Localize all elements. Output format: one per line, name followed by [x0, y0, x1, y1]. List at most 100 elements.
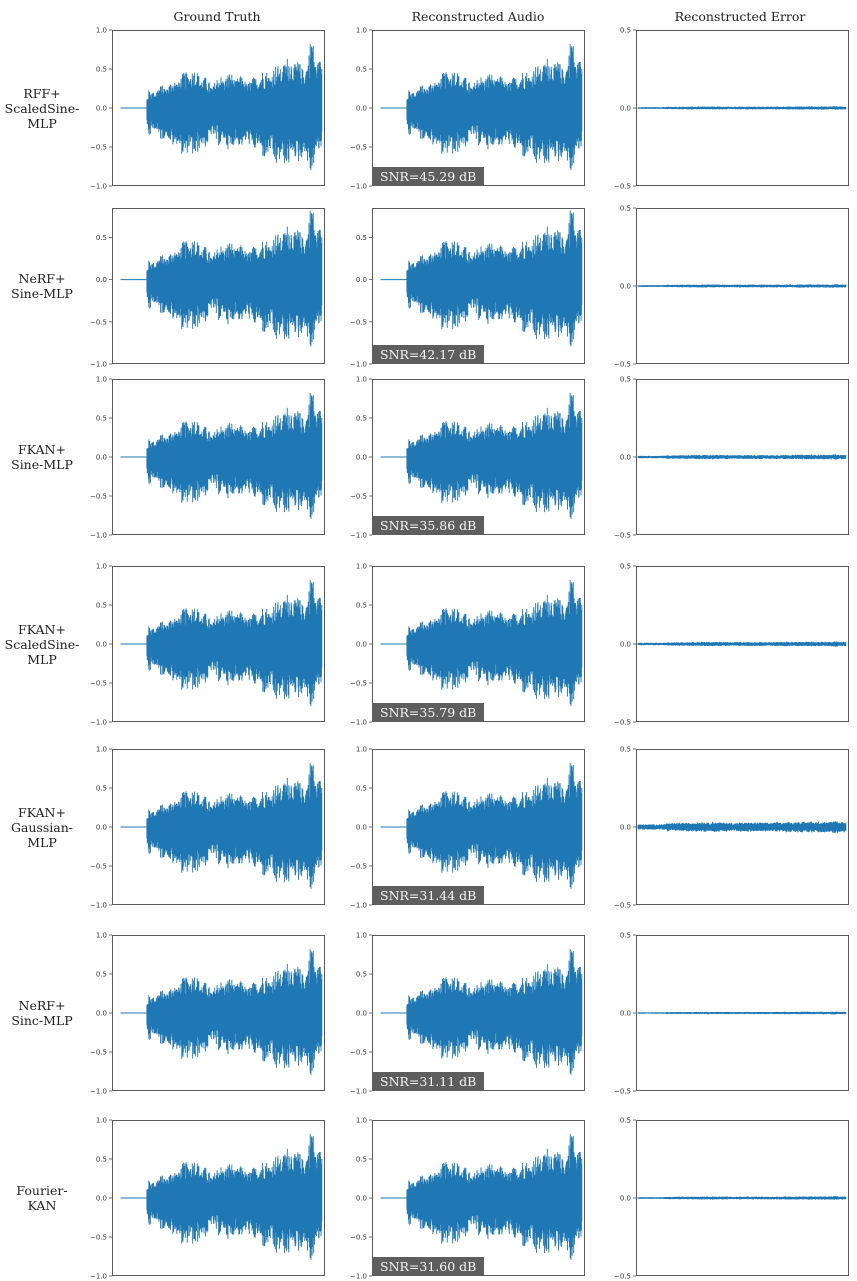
y-tick-label: −1.0 [90, 183, 107, 191]
y-tick-label: 0.5 [356, 415, 367, 423]
axes-frame [112, 566, 325, 722]
y-tick-label: 0.0 [356, 641, 367, 649]
reconstructed-audio-plot-svg: 1.0 0.5 0.0 −0.5 −1.0 [350, 563, 585, 727]
y-tick-label: 0.5 [96, 234, 107, 242]
row-label-line: NeRF+ [18, 271, 66, 286]
axes-frame [636, 566, 849, 722]
waveform-line [146, 210, 323, 347]
axes-frame [112, 1120, 325, 1276]
waveform-line [146, 43, 323, 170]
y-tick-label: −0.5 [614, 719, 631, 727]
snr-badge: SNR=35.86 dB [372, 516, 485, 535]
ground-truth-panel: 1.0 0.5 0.0 −0.5 −1.0 [90, 563, 325, 727]
row-label-line: FKAN+ [18, 804, 66, 820]
y-tick-label: −0.5 [350, 318, 367, 326]
waveform-line [146, 1133, 323, 1260]
row-label: RFF+ ScaledSine- MLP [0, 86, 84, 131]
reconstructed-error-plot-svg: 0.5 0.0 −0.5 [614, 1117, 849, 1281]
y-tick-label: 1.0 [356, 376, 367, 384]
snr-badge: SNR=35.79 dB [372, 703, 485, 722]
reconstructed-audio-panel: 0.5 0.0 −0.5 −1.0 [350, 208, 585, 369]
y-tick-label: 0.0 [96, 824, 107, 832]
waveform-series [120, 762, 323, 889]
ground-truth-panel: 1.0 0.5 0.0 −0.5 −1.0 [90, 746, 325, 910]
axes-frame [112, 749, 325, 905]
ground-truth-panel: 1.0 0.5 0.0 −0.5 −1.0 [90, 376, 325, 540]
waveform-series [380, 392, 583, 519]
y-tick-label: 0.0 [356, 105, 367, 113]
y-tick-label: 0.0 [620, 1195, 631, 1203]
y-tick-label: −1.0 [90, 1273, 107, 1281]
y-tick-label: 1.0 [356, 563, 367, 571]
column-title-reconstructed-audio: Reconstructed Audio [411, 9, 545, 24]
reconstructed-audio-plot-svg: 1.0 0.5 0.0 −0.5 −1.0 [350, 376, 585, 540]
row-label: FKAN+ Gaussian- MLP [0, 805, 84, 850]
y-tick-label: 0.0 [620, 105, 631, 113]
column-title-reconstructed-error: Reconstructed Error [674, 9, 806, 24]
y-tick-label: −0.5 [90, 318, 107, 326]
row-label-line: FKAN+ [18, 442, 66, 457]
axes-frame [636, 30, 849, 186]
y-tick-label: −0.5 [614, 361, 631, 369]
reconstructed-error-plot-svg: 0.5 0.0 −0.5 [614, 376, 849, 540]
y-tick-label: 1.0 [356, 746, 367, 754]
y-tick-label: −0.5 [614, 532, 631, 540]
y-tick-label: −1.0 [350, 361, 367, 369]
y-tick-label: 0.0 [96, 276, 107, 284]
column-title-ground-truth: Ground Truth [173, 9, 261, 24]
y-tick-label: 1.0 [96, 746, 107, 754]
waveform-series [380, 210, 583, 347]
error-line [637, 454, 847, 460]
row-label-line: ScaledSine- [4, 636, 80, 652]
reconstructed-error-panel: 0.5 0.0 −0.5 [614, 27, 849, 191]
row-label-line: MLP [27, 834, 57, 850]
waveform-series [120, 948, 323, 1075]
reconstructed-audio-plot-svg: 1.0 0.5 0.0 −0.5 −1.0 [350, 746, 585, 910]
y-tick-label: −1.0 [350, 183, 367, 191]
axes-frame [636, 208, 849, 364]
error-line [637, 284, 847, 288]
axes-frame [112, 208, 325, 364]
row-label-line: MLP [27, 651, 57, 667]
reconstructed-error-panel: 0.5 0.0 −0.5 [614, 563, 849, 727]
y-tick-label: 0.0 [356, 1010, 367, 1018]
y-tick-label: 0.5 [96, 415, 107, 423]
reconstructed-audio-panel: 1.0 0.5 0.0 −0.5 −1.0 [350, 746, 585, 910]
y-tick-label: −0.5 [90, 144, 107, 152]
reconstructed-error-panel: 0.5 0.0 −0.5 [614, 932, 849, 1096]
reconstructed-audio-panel: 1.0 0.5 0.0 −0.5 −1.0 [350, 932, 585, 1096]
reconstructed-audio-panel: 1.0 0.5 0.0 −0.5 −1.0 [350, 1117, 585, 1281]
ground-truth-plot-svg: 0.5 0.0 −0.5 −1.0 [90, 208, 325, 369]
y-tick-label: 0.5 [620, 746, 631, 754]
waveform-series [120, 392, 323, 519]
reconstructed-error-plot-svg: 0.5 0.0 −0.5 [614, 746, 849, 910]
y-tick-label: 0.5 [96, 1156, 107, 1164]
y-tick-label: 0.5 [96, 785, 107, 793]
y-tick-label: 0.0 [356, 276, 367, 284]
waveform-series [380, 579, 583, 706]
y-tick-label: −0.5 [90, 680, 107, 688]
reconstructed-audio-plot-svg: 1.0 0.5 0.0 −0.5 −1.0 [350, 27, 585, 191]
y-tick-label: 0.0 [356, 454, 367, 462]
y-tick-label: −0.5 [90, 1049, 107, 1057]
y-tick-label: −0.5 [350, 863, 367, 871]
ground-truth-panel: 0.5 0.0 −0.5 −1.0 [90, 208, 325, 369]
axes-frame [112, 935, 325, 1091]
row-label: FKAN+ ScaledSine- MLP [0, 622, 84, 667]
y-tick-label: −1.0 [90, 1088, 107, 1096]
y-tick-label: 1.0 [96, 932, 107, 940]
reconstructed-error-panel: 0.5 0.0 −0.5 [614, 1117, 849, 1281]
y-tick-label: −0.5 [614, 183, 631, 191]
row-label-line: RFF+ [23, 85, 61, 101]
waveform-series [380, 43, 583, 170]
y-tick-label: −0.5 [350, 493, 367, 501]
waveform-line [146, 392, 323, 519]
reconstructed-audio-plot-svg: 1.0 0.5 0.0 −0.5 −1.0 [350, 932, 585, 1096]
y-tick-label: −0.5 [350, 680, 367, 688]
error-line [637, 821, 847, 834]
reconstructed-error-panel: 0.5 0.0 −0.5 [614, 746, 849, 910]
waveform-line [146, 579, 323, 706]
reconstructed-error-plot-svg: 0.5 0.0 −0.5 [614, 563, 849, 727]
row-label-line: NeRF+ [18, 998, 66, 1013]
